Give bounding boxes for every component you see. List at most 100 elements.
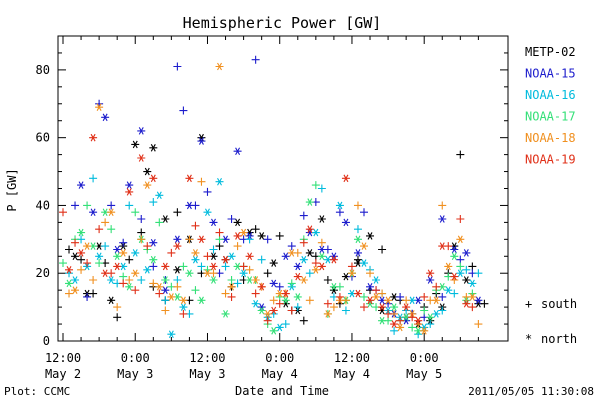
noaa-17-north-point — [390, 303, 399, 311]
noaa-17-south-point — [179, 262, 188, 271]
metp-02-north-point — [474, 299, 483, 308]
noaa-17-north-point — [281, 296, 290, 305]
noaa-17-south-point — [191, 286, 200, 295]
noaa-16-north-point — [179, 303, 188, 311]
y-tick-label-20: 20 — [36, 266, 50, 280]
noaa-19-south-point — [167, 248, 176, 257]
noaa-17-north-point — [353, 235, 362, 244]
legend-noaa-16: NOAA-16 — [525, 88, 576, 102]
noaa-16-south-point — [209, 245, 218, 254]
noaa-15-south-point — [227, 215, 236, 223]
noaa-15-south-point — [360, 208, 368, 217]
noaa-19-south-point — [372, 286, 381, 295]
x-axis: 12:00 May 2 0:00 May 3 12:00 May 3 0:00 May 4 12… — [45, 36, 479, 381]
noaa-17-south-point — [131, 208, 140, 217]
noaa-17-south-point — [408, 323, 417, 332]
noaa-18-south-point — [65, 289, 74, 298]
noaa-16-north-point — [215, 177, 224, 186]
noaa-17-north-point — [305, 198, 314, 206]
noaa-16-north-point — [203, 208, 212, 216]
metp-02-north-point — [143, 167, 152, 176]
noaa-18-south-point — [77, 265, 86, 274]
marker-legend: + south * north — [525, 297, 577, 346]
noaa-15-north-point — [113, 245, 122, 254]
noaa-19-north-point — [329, 255, 338, 264]
noaa-19-north-point — [197, 235, 206, 244]
noaa-18-south-point — [149, 279, 158, 288]
noaa-16-north-point — [311, 228, 320, 237]
noaa-17-north-point — [426, 313, 435, 322]
noaa-19-north-point — [173, 242, 182, 250]
noaa-17-south-point — [59, 259, 67, 268]
x-tick-date: May 4 — [262, 367, 298, 381]
noaa-18-north-point — [444, 262, 453, 271]
noaa-17-north-point — [77, 228, 86, 237]
noaa-15-north-point — [329, 252, 338, 261]
noaa-15-south-point — [203, 187, 212, 196]
noaa-15-south-point — [107, 201, 116, 210]
plot-frame — [57, 35, 509, 342]
noaa-19-north-point — [390, 320, 399, 328]
noaa-19-north-point — [450, 272, 459, 281]
metp-02-north-point — [197, 133, 206, 142]
noaa-19-north-point — [269, 306, 278, 315]
noaa-15-north-point — [341, 218, 350, 227]
noaa-16-south-point — [474, 269, 483, 278]
noaa-19-south-point — [432, 282, 441, 291]
noaa-19-north-point — [341, 174, 350, 183]
noaa-15-north-point — [426, 276, 435, 284]
metp-02-south-point — [299, 316, 308, 325]
noaa-19-north-point — [125, 188, 134, 196]
noaa-19-north-point — [149, 174, 158, 183]
noaa-17-north-point — [329, 283, 338, 291]
metp-02-north-point — [329, 286, 338, 294]
noaa-17-south-point — [107, 225, 116, 234]
noaa-19-south-point — [191, 221, 200, 230]
metp-02-south-point — [215, 242, 224, 251]
noaa-16-south-point — [233, 279, 242, 288]
noaa-18-north-point — [107, 208, 116, 216]
noaa-16-south-point — [197, 262, 206, 271]
noaa-18-north-point — [131, 269, 140, 277]
noaa-19-north-point — [209, 262, 218, 271]
noaa-15-south-point — [456, 255, 465, 264]
noaa-19-south-point — [347, 262, 356, 271]
noaa-18-north-point — [143, 181, 152, 189]
noaa-16-south-point — [390, 326, 399, 335]
noaa-17-north-point — [221, 310, 230, 318]
noaa-19-north-point — [462, 299, 471, 308]
noaa-19-north-point — [293, 272, 302, 281]
noaa-19-north-point — [353, 289, 362, 298]
noaa-17-south-point — [456, 262, 465, 271]
noaa-17-south-point — [420, 306, 429, 315]
noaa-18-north-point — [311, 266, 320, 274]
noaa-15-south-point — [251, 55, 260, 64]
noaa-17-north-point — [65, 279, 74, 288]
noaa-16-south-point — [438, 306, 447, 315]
noaa-19-north-point — [137, 154, 146, 162]
noaa-15-north-point — [161, 286, 170, 294]
noaa-16-north-point — [131, 249, 140, 257]
noaa-17-south-point — [215, 235, 224, 244]
noaa-16-south-point — [341, 306, 350, 315]
metp-02-south-point — [137, 228, 146, 237]
noaa-15-south-point — [71, 201, 80, 210]
noaa-15-south-point — [335, 208, 344, 217]
chart-title: Hemispheric Power [GW] — [183, 14, 382, 32]
noaa-16-south-point — [317, 184, 326, 193]
noaa-15-north-point — [101, 113, 110, 122]
marker-legend-south-label: south — [541, 297, 577, 311]
noaa-15-north-point — [209, 218, 218, 227]
noaa-19-south-point — [323, 299, 332, 308]
noaa-19-south-point — [59, 208, 67, 217]
noaa-19-south-point — [275, 299, 284, 308]
metp-02-south-point — [263, 269, 272, 278]
noaa-18-north-point — [191, 249, 200, 257]
noaa-18-north-point — [323, 310, 332, 318]
noaa-17-south-point — [95, 259, 104, 268]
noaa-17-north-point — [317, 252, 326, 261]
noaa-18-south-point — [317, 238, 326, 247]
noaa-19-north-point — [426, 269, 435, 277]
noaa-19-south-point — [384, 309, 393, 318]
noaa-16-south-point — [305, 269, 314, 278]
